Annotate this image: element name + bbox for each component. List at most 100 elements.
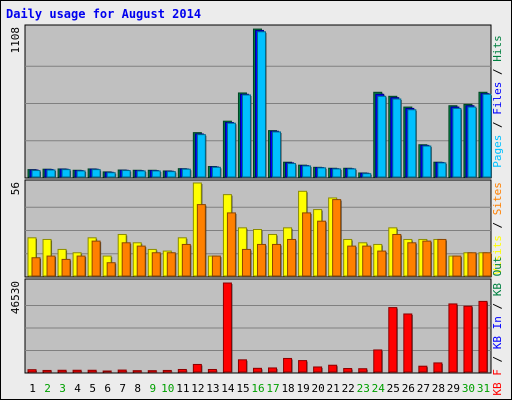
day-label: 11 <box>176 382 189 395</box>
bar-sites <box>76 255 86 277</box>
legend-part: KB In <box>491 316 504 349</box>
bar-sites <box>302 212 312 277</box>
chart-title: Daily usage for August 2014 <box>6 7 202 21</box>
bar-pages <box>181 168 191 178</box>
x-day-labels: 1 2 3 4 5 6 7 8 9 10 11 12 13 14 15 16 17 18 19 20 21 22 23 24 2… <box>29 382 490 395</box>
bar-kb-f <box>268 367 278 373</box>
day-label: 22 <box>342 382 355 395</box>
bar-sites <box>211 255 221 277</box>
day-label: 12 <box>191 382 204 395</box>
y-max-label-requests: 1108 <box>9 27 22 54</box>
legend-part: Visits <box>491 235 504 275</box>
day-label: 6 <box>104 382 111 395</box>
bar-kb-f <box>27 369 37 373</box>
bar-kb-f <box>403 313 413 373</box>
bar-kb-f <box>207 368 217 373</box>
bar-sites <box>241 248 251 277</box>
bar-sites <box>181 243 191 277</box>
legend-part: Sites <box>491 182 504 215</box>
day-label: 20 <box>312 382 325 395</box>
day-label: 4 <box>74 382 81 395</box>
legend-requests: Pages / Files / Hits <box>491 35 504 168</box>
bar-sites <box>317 220 327 277</box>
legend-part: KB Out <box>491 256 504 296</box>
day-label: 2 <box>44 382 51 395</box>
bar-sites <box>467 252 477 277</box>
bar-kb-f <box>343 368 353 373</box>
bar-kb-f <box>222 282 232 373</box>
bar-kb-f <box>42 369 52 373</box>
legend-visits: Visits / Sites <box>491 182 504 275</box>
day-label: 31 <box>477 382 490 395</box>
bar-pages <box>392 98 402 178</box>
day-label: 29 <box>447 382 460 395</box>
y-max-label-visits: 56 <box>9 182 22 195</box>
bar-pages <box>347 168 357 178</box>
bar-kb-f <box>373 349 383 373</box>
y-max-label-traffic: 46530 <box>9 281 22 314</box>
bar-pages <box>256 31 266 178</box>
day-label: 21 <box>327 382 340 395</box>
legend-part: / <box>491 215 504 235</box>
bar-kb-f <box>298 360 308 373</box>
bar-kb-f <box>313 366 323 373</box>
day-label: 25 <box>387 382 400 395</box>
bar-pages <box>61 169 71 178</box>
bar-kb-f <box>132 370 142 373</box>
bar-kb-f <box>117 369 127 373</box>
bar-pages <box>422 145 432 178</box>
bar-sites <box>437 238 447 277</box>
day-label: 28 <box>432 382 445 395</box>
bar-sites <box>377 250 387 277</box>
legend-traffic: KB F / KB In / KB Out <box>491 256 504 395</box>
bar-sites <box>46 255 56 277</box>
bar-sites <box>362 245 372 277</box>
bar-pages <box>272 131 282 178</box>
bar-sites <box>392 233 402 277</box>
day-label: 30 <box>462 382 475 395</box>
plot-area <box>24 278 492 374</box>
bar-sites <box>407 242 417 277</box>
bar-kb-f <box>72 369 82 373</box>
legend-part: Files <box>491 82 504 115</box>
bar-kb-f <box>87 369 97 373</box>
day-label: 15 <box>236 382 249 395</box>
bar-sites <box>452 255 462 277</box>
bar-pages <box>302 165 312 178</box>
day-label: 5 <box>89 382 96 395</box>
bar-sites <box>287 238 297 277</box>
bar-pages <box>31 170 41 178</box>
bar-kb-f <box>328 364 338 373</box>
bar-kb-f <box>283 357 293 373</box>
bar-sites <box>272 243 282 277</box>
bar-pages <box>196 134 206 178</box>
bar-pages <box>151 170 161 178</box>
bar-sites <box>31 257 41 277</box>
bar-sites <box>196 204 206 277</box>
bar-sites <box>136 245 146 277</box>
bar-pages <box>106 172 116 178</box>
bar-sites <box>151 252 161 277</box>
bar-sites <box>256 243 266 277</box>
bar-pages <box>437 162 447 178</box>
day-label: 7 <box>119 382 126 395</box>
bar-kb-f <box>237 359 247 373</box>
bar-sites <box>482 252 492 277</box>
bar-sites <box>166 252 176 277</box>
bar-kb-f <box>478 300 488 373</box>
bar-kb-f <box>252 367 262 373</box>
bar-kb-f <box>448 303 458 373</box>
bar-pages <box>287 163 297 178</box>
bar-sites <box>106 262 116 277</box>
day-label: 8 <box>134 382 141 395</box>
bar-kb-f <box>358 368 368 373</box>
bar-pages <box>211 166 221 178</box>
bar-pages <box>121 170 131 178</box>
bar-kb-f <box>192 363 202 373</box>
bar-pages <box>407 109 417 178</box>
bar-kb-f <box>102 370 112 373</box>
bar-pages <box>482 93 492 178</box>
legend-part: Pages <box>491 135 504 168</box>
bar-kb-f <box>463 305 473 373</box>
